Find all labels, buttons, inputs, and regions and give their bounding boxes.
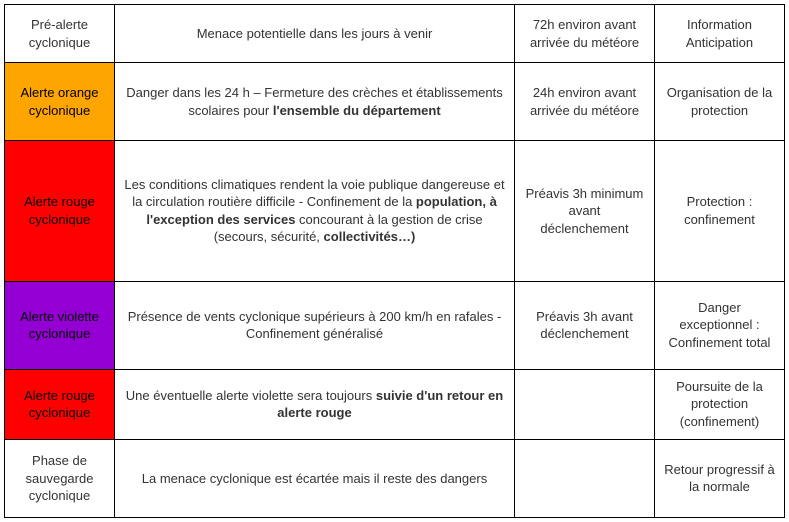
action-cell: Danger exceptionnel : Confinement total <box>655 281 785 369</box>
timing-cell: Préavis 3h avant déclenchement <box>515 281 655 369</box>
table-row: Alerte rouge cyclonique Une éventuelle a… <box>5 369 785 439</box>
desc-cell: Les conditions climatiques rendent la vo… <box>115 141 515 281</box>
desc-bold: l'ensemble du département <box>273 103 441 118</box>
table-row: Phase de sauvegarde cyclonique La menace… <box>5 439 785 517</box>
desc-cell: Une éventuelle alerte violette sera touj… <box>115 369 515 439</box>
timing-cell <box>515 369 655 439</box>
action-cell: Retour progressif à la normale <box>655 439 785 517</box>
action-cell: Information Anticipation <box>655 5 785 63</box>
desc-cell: La menace cyclonique est écartée mais il… <box>115 439 515 517</box>
action-cell: Poursuite de la protection (confinement) <box>655 369 785 439</box>
timing-cell: 72h environ avant arrivée du météore <box>515 5 655 63</box>
table-row: Alerte violette cyclonique Présence de v… <box>5 281 785 369</box>
action-cell: Protection : confinement <box>655 141 785 281</box>
level-cell-rouge: Alerte rouge cyclonique <box>5 141 115 281</box>
desc-cell: Menace potentielle dans les jours à veni… <box>115 5 515 63</box>
timing-cell <box>515 439 655 517</box>
desc-cell: Danger dans les 24 h – Fermeture des crè… <box>115 63 515 141</box>
action-cell: Organisation de la protection <box>655 63 785 141</box>
cyclone-alert-table-container: Pré-alerte cyclonique Menace potentielle… <box>0 0 789 522</box>
desc-text: Menace potentielle dans les jours à veni… <box>197 26 433 41</box>
table-row: Alerte rouge cyclonique Les conditions c… <box>5 141 785 281</box>
desc-text: La menace cyclonique est écartée mais il… <box>142 471 487 486</box>
timing-cell: Préavis 3h minimum avant déclenchement <box>515 141 655 281</box>
level-cell-rouge-2: Alerte rouge cyclonique <box>5 369 115 439</box>
level-cell-sauvegarde: Phase de sauvegarde cyclonique <box>5 439 115 517</box>
table-row: Alerte orange cyclonique Danger dans les… <box>5 63 785 141</box>
desc-text: Une éventuelle alerte violette sera touj… <box>126 388 376 403</box>
table-row: Pré-alerte cyclonique Menace potentielle… <box>5 5 785 63</box>
level-cell-orange: Alerte orange cyclonique <box>5 63 115 141</box>
level-cell-violette: Alerte violette cyclonique <box>5 281 115 369</box>
level-cell-prealerte: Pré-alerte cyclonique <box>5 5 115 63</box>
desc-cell: Présence de vents cyclonique supérieurs … <box>115 281 515 369</box>
desc-bold: collectivités…) <box>324 229 416 244</box>
cyclone-alert-table: Pré-alerte cyclonique Menace potentielle… <box>4 4 785 518</box>
desc-text: Présence de vents cyclonique supérieurs … <box>128 309 502 342</box>
timing-cell: 24h environ avant arrivée du météore <box>515 63 655 141</box>
